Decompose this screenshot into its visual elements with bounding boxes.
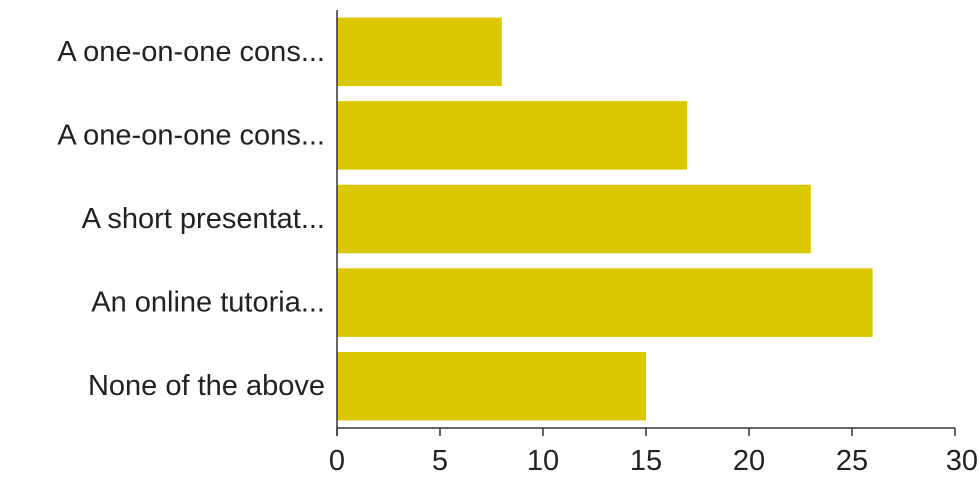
bar: [337, 268, 873, 337]
category-label: None of the above: [88, 370, 325, 402]
category-label: A short presentat...: [82, 203, 325, 235]
bar: [337, 184, 811, 254]
category-label: A one-on-one cons...: [57, 119, 325, 151]
x-tick-label: 15: [630, 445, 662, 477]
category-labels: A one-on-one cons... A one-on-one cons...…: [57, 36, 325, 402]
bars-group: [337, 17, 873, 421]
x-tick-label: 20: [733, 445, 765, 477]
x-tick-label: 25: [836, 445, 868, 477]
bar: [337, 17, 502, 87]
bar: [337, 101, 688, 170]
x-tick-label: 0: [329, 445, 345, 477]
x-tick-label: 30: [946, 445, 978, 477]
x-tick-label: 10: [527, 445, 559, 477]
x-axis-ticks: 0 5 10 15 20 25 30: [329, 428, 978, 477]
x-tick-label: 5: [432, 445, 448, 477]
category-label: A one-on-one cons...: [57, 36, 325, 68]
category-label: An online tutoria...: [91, 287, 325, 319]
bar: [337, 351, 646, 421]
